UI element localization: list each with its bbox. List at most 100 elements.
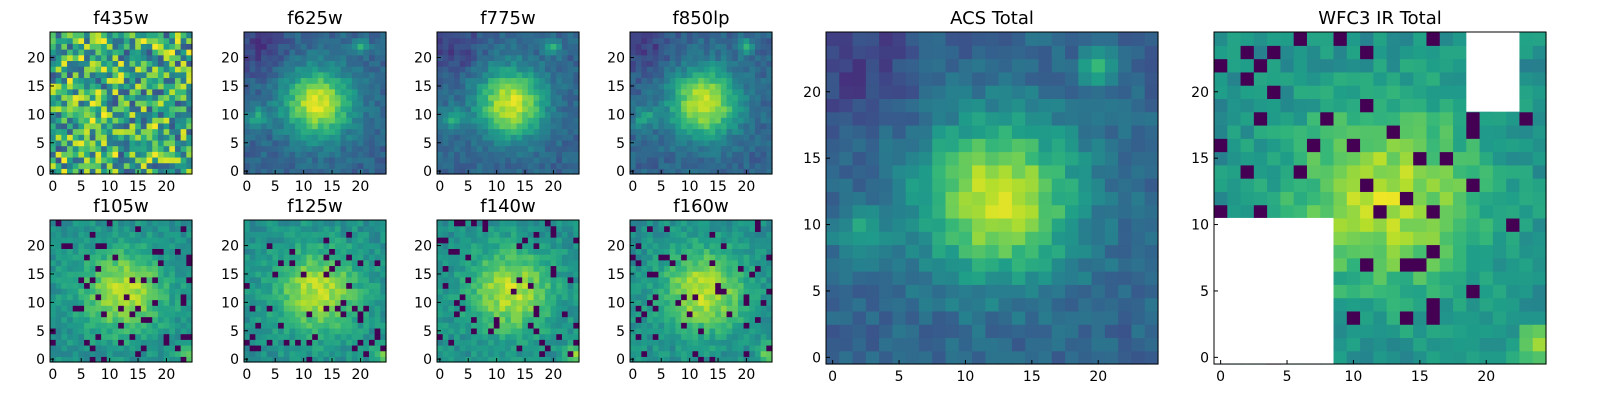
heatmap-cell: [698, 83, 705, 90]
heatmap-cell: [945, 324, 960, 339]
heatmap-cell: [488, 134, 495, 141]
heatmap-cell: [567, 168, 574, 175]
heatmap-cell: [249, 356, 256, 363]
heatmap-cell: [289, 356, 296, 363]
heatmap-cell: [493, 122, 501, 130]
heatmap-cell: [95, 94, 102, 101]
heatmap-cell: [1453, 191, 1467, 206]
heatmap-cell: [283, 265, 291, 272]
heatmap-cell: [123, 37, 131, 44]
heatmap-cell: [516, 162, 523, 169]
heatmap-cell: [454, 151, 461, 158]
heatmap-cell: [499, 145, 506, 152]
heatmap-cell: [157, 117, 165, 124]
heatmap-cell: [101, 276, 108, 284]
heatmap-cell: [329, 316, 336, 323]
heatmap-cell: [1439, 271, 1454, 285]
heatmap-cell: [692, 105, 699, 113]
heatmap-cell: [465, 111, 472, 118]
heatmap-cell: [1078, 204, 1093, 219]
heatmap-cell: [510, 128, 518, 135]
heatmap-cell: [1532, 85, 1547, 99]
heatmap-cell: [249, 71, 256, 79]
heatmap-cell: [306, 356, 313, 363]
heatmap-cell: [300, 43, 308, 50]
x-tick-label: 10: [488, 179, 506, 195]
heatmap-cell: [123, 88, 131, 96]
heatmap-cell: [550, 105, 557, 113]
heatmap-cell: [84, 168, 91, 175]
heatmap-cell: [61, 37, 68, 44]
heatmap-cell: [1532, 111, 1547, 126]
heatmap-cell: [266, 117, 273, 124]
heatmap-cell: [306, 94, 313, 101]
heatmap-cell: [766, 105, 773, 113]
heatmap-cell: [454, 100, 461, 107]
heatmap-cell: [323, 339, 330, 346]
heatmap-cell: [346, 356, 353, 363]
heatmap-cell: [539, 145, 546, 152]
heatmap-cell: [1104, 151, 1119, 166]
heatmap-cell: [652, 43, 659, 50]
heatmap-cell: [329, 122, 336, 130]
heatmap-cell: [95, 282, 102, 289]
heatmap-cell: [681, 66, 688, 73]
heatmap-cell: [839, 257, 854, 272]
heatmap-cell: [123, 122, 131, 130]
heatmap-cell: [135, 49, 142, 56]
heatmap-cell: [539, 117, 546, 124]
heatmap-cell: [180, 83, 187, 90]
heatmap-cell: [278, 293, 285, 301]
heatmap-cell: [255, 168, 262, 175]
heatmap-cell: [123, 168, 131, 175]
heatmap-cell: [1078, 271, 1093, 285]
heatmap-cell: [146, 225, 153, 232]
heatmap-cell: [760, 49, 767, 56]
heatmap-cell: [106, 344, 114, 352]
heatmap-cell: [123, 220, 131, 227]
heatmap-cell: [1320, 111, 1335, 126]
heatmap-cell: [329, 134, 336, 141]
heatmap-cell: [283, 37, 291, 44]
heatmap-cell: [918, 111, 933, 126]
heatmap-cell: [368, 105, 376, 113]
heatmap-cell: [985, 45, 1000, 60]
heatmap-cell: [692, 134, 699, 141]
heatmap-cell: [630, 77, 637, 84]
heatmap-cell: [55, 288, 62, 295]
heatmap-cell: [244, 145, 251, 152]
heatmap-cell: [737, 111, 745, 118]
heatmap-cell: [499, 100, 506, 107]
heatmap-cell: [174, 231, 182, 238]
heatmap-cell: [647, 134, 654, 141]
heatmap-cell: [972, 71, 986, 86]
heatmap-cell: [1360, 32, 1374, 46]
heatmap-cell: [249, 162, 256, 169]
heatmap-cell: [169, 128, 176, 135]
heatmap-cell: [289, 168, 296, 175]
heatmap-cell: [306, 293, 313, 301]
heatmap-cell: [1293, 98, 1308, 113]
heatmap-cell: [123, 237, 131, 244]
heatmap-cell: [180, 316, 187, 323]
heatmap-cell: [72, 83, 79, 90]
heatmap-cell: [1025, 244, 1040, 259]
heatmap-cell: [61, 327, 68, 335]
heatmap-cell: [1227, 124, 1242, 139]
heatmap-cell: [1267, 124, 1281, 139]
heatmap-cell: [334, 288, 342, 295]
heatmap-cell: [539, 151, 546, 158]
heatmap-cell: [1253, 191, 1268, 206]
heatmap-cell: [67, 162, 74, 169]
heatmap-cell: [112, 271, 119, 278]
heatmap-cell: [101, 162, 108, 169]
heatmap-cell: [174, 66, 182, 73]
heatmap-cell: [95, 237, 102, 244]
heatmap-cell: [958, 98, 973, 113]
heatmap-cell: [289, 77, 296, 84]
heatmap-cell: [357, 350, 364, 357]
heatmap-cell: [266, 162, 273, 169]
heatmap-cell: [703, 49, 711, 56]
heatmap-cell: [140, 299, 148, 306]
heatmap-cell: [550, 145, 557, 152]
